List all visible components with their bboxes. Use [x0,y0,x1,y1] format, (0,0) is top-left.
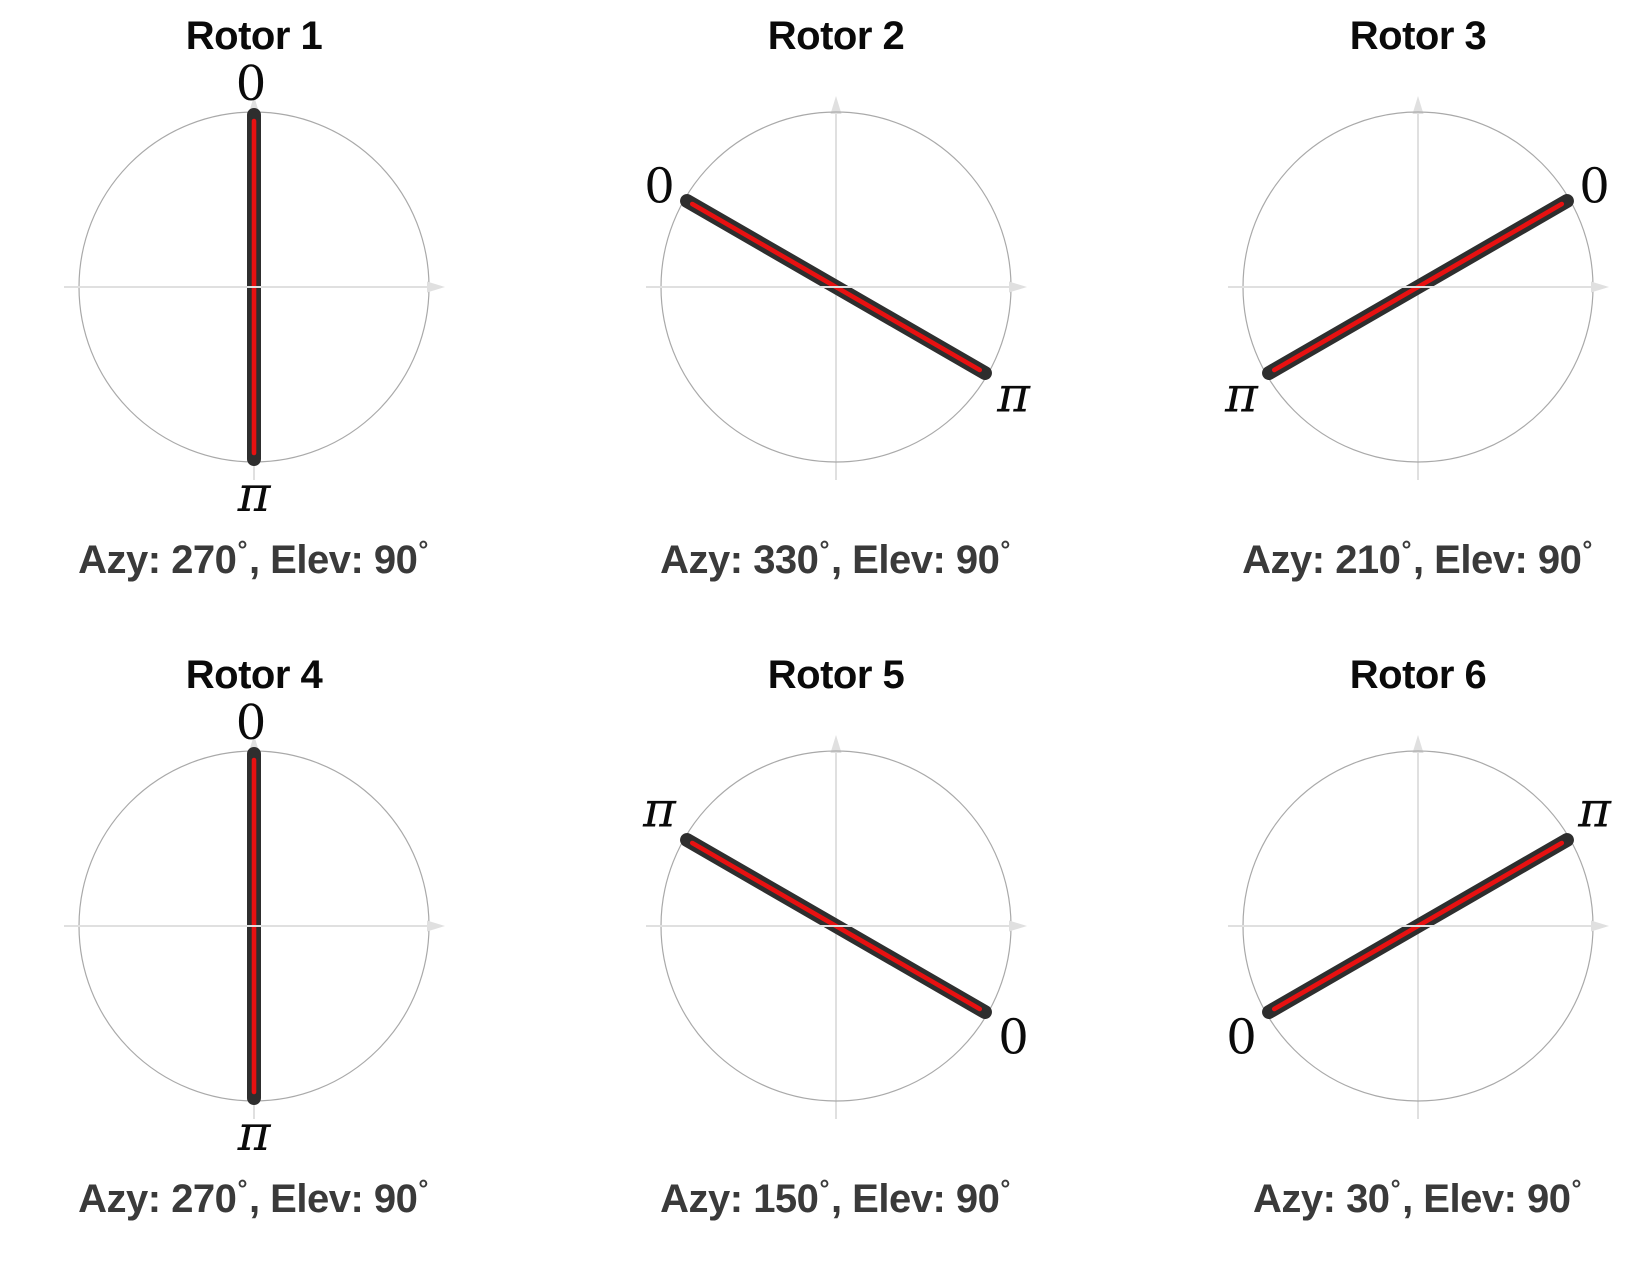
azimuth-label: Azy: [78,538,172,582]
azimuth-label: Azy: [660,1177,754,1221]
elevation-label: , Elev: [1412,538,1538,582]
rotor-caption: Azy: 210°, Elev: 90° [1128,536,1632,583]
zero-endpoint-label: 0 [644,159,675,215]
degree-symbol: ° [1000,536,1010,564]
rotor-caption: Azy: 270°, Elev: 90° [0,536,544,583]
y-axis-arrowhead-icon [1412,96,1424,114]
degree-symbol: ° [1571,1175,1582,1203]
azimuth-value: 270 [171,1177,237,1221]
elevation-label: , Elev: [248,538,374,582]
degree-symbol: ° [1000,1175,1010,1203]
degree-symbol: ° [819,1175,829,1203]
x-axis-arrowhead-icon [427,281,445,293]
degree-symbol: ° [1390,1175,1401,1203]
degree-symbol: ° [1582,536,1592,564]
rotor-title: Rotor 1 [185,14,323,58]
azimuth-value: 150 [753,1177,819,1221]
azimuth-label: Azy: [1242,538,1336,582]
elevation-label: , Elev: [248,1177,374,1221]
elevation-label: , Elev: [830,1177,956,1221]
y-axis-arrowhead-icon [1412,735,1424,753]
azimuth-label: Azy: [1252,1177,1347,1221]
azimuth-value: 270 [171,538,237,582]
y-axis-arrowhead-icon [830,96,842,114]
degree-symbol: ° [237,536,247,564]
rotor-1-plot: 0π [64,56,445,522]
elevation-label: , Elev: [830,538,956,582]
pi-endpoint-label: π [642,781,677,839]
azimuth-value: 210 [1335,538,1401,582]
pi-endpoint-label: π [237,465,272,522]
rotor-caption: Azy: 270°, Elev: 90° [0,1175,544,1222]
elevation-value: 90 [373,538,418,582]
rotor-caption: Azy: 330°, Elev: 90° [546,536,1126,583]
azimuth-value: 330 [753,538,819,582]
pi-endpoint-label: π [996,366,1031,424]
degree-symbol: ° [819,536,829,564]
x-axis-arrowhead-icon [427,920,445,932]
rotor-title: Rotor 5 [767,653,905,697]
elevation-value: 90 [1527,1177,1571,1221]
rotor-caption: Azy: 150°, Elev: 90° [546,1175,1126,1222]
zero-endpoint-label: 0 [998,1010,1029,1066]
rotor-title: Rotor 6 [1349,653,1487,697]
rotor-4-plot: 0π [64,695,445,1161]
x-axis-arrowhead-icon [1591,920,1609,932]
degree-symbol: ° [418,1175,428,1203]
azimuth-label: Azy: [78,1177,172,1221]
rotor-title: Rotor 2 [767,14,905,58]
elevation-value: 90 [1537,538,1582,582]
elevation-label: , Elev: [1402,1177,1528,1221]
zero-endpoint-label: 0 [236,695,267,751]
pi-endpoint-label: π [237,1104,272,1161]
degree-symbol: ° [1401,536,1411,564]
x-axis-arrowhead-icon [1009,281,1027,293]
rotor-title: Rotor 3 [1349,14,1487,58]
elevation-value: 90 [955,538,1000,582]
rotor-caption: Azy: 30°, Elev: 90° [1128,1175,1632,1222]
rotor-6-plot: 0π [1226,735,1612,1119]
zero-endpoint-label: 0 [236,56,267,112]
zero-endpoint-label: 0 [1226,1010,1257,1066]
rotor-5-plot: 0π [642,735,1029,1119]
x-axis-arrowhead-icon [1009,920,1027,932]
zero-endpoint-label: 0 [1579,159,1610,215]
x-axis-arrowhead-icon [1591,281,1609,293]
azimuth-label: Azy: [660,538,754,582]
rotor-2-plot: 0π [644,96,1031,480]
pi-endpoint-label: π [1224,366,1259,424]
y-axis-arrowhead-icon [830,735,842,753]
rotor-3-plot: 0π [1224,96,1610,480]
elevation-value: 90 [373,1177,418,1221]
degree-symbol: ° [237,1175,247,1203]
degree-symbol: ° [418,536,428,564]
rotor-title: Rotor 4 [185,653,323,697]
elevation-value: 90 [955,1177,1000,1221]
pi-endpoint-label: π [1577,781,1612,839]
azimuth-value: 30 [1346,1177,1390,1221]
